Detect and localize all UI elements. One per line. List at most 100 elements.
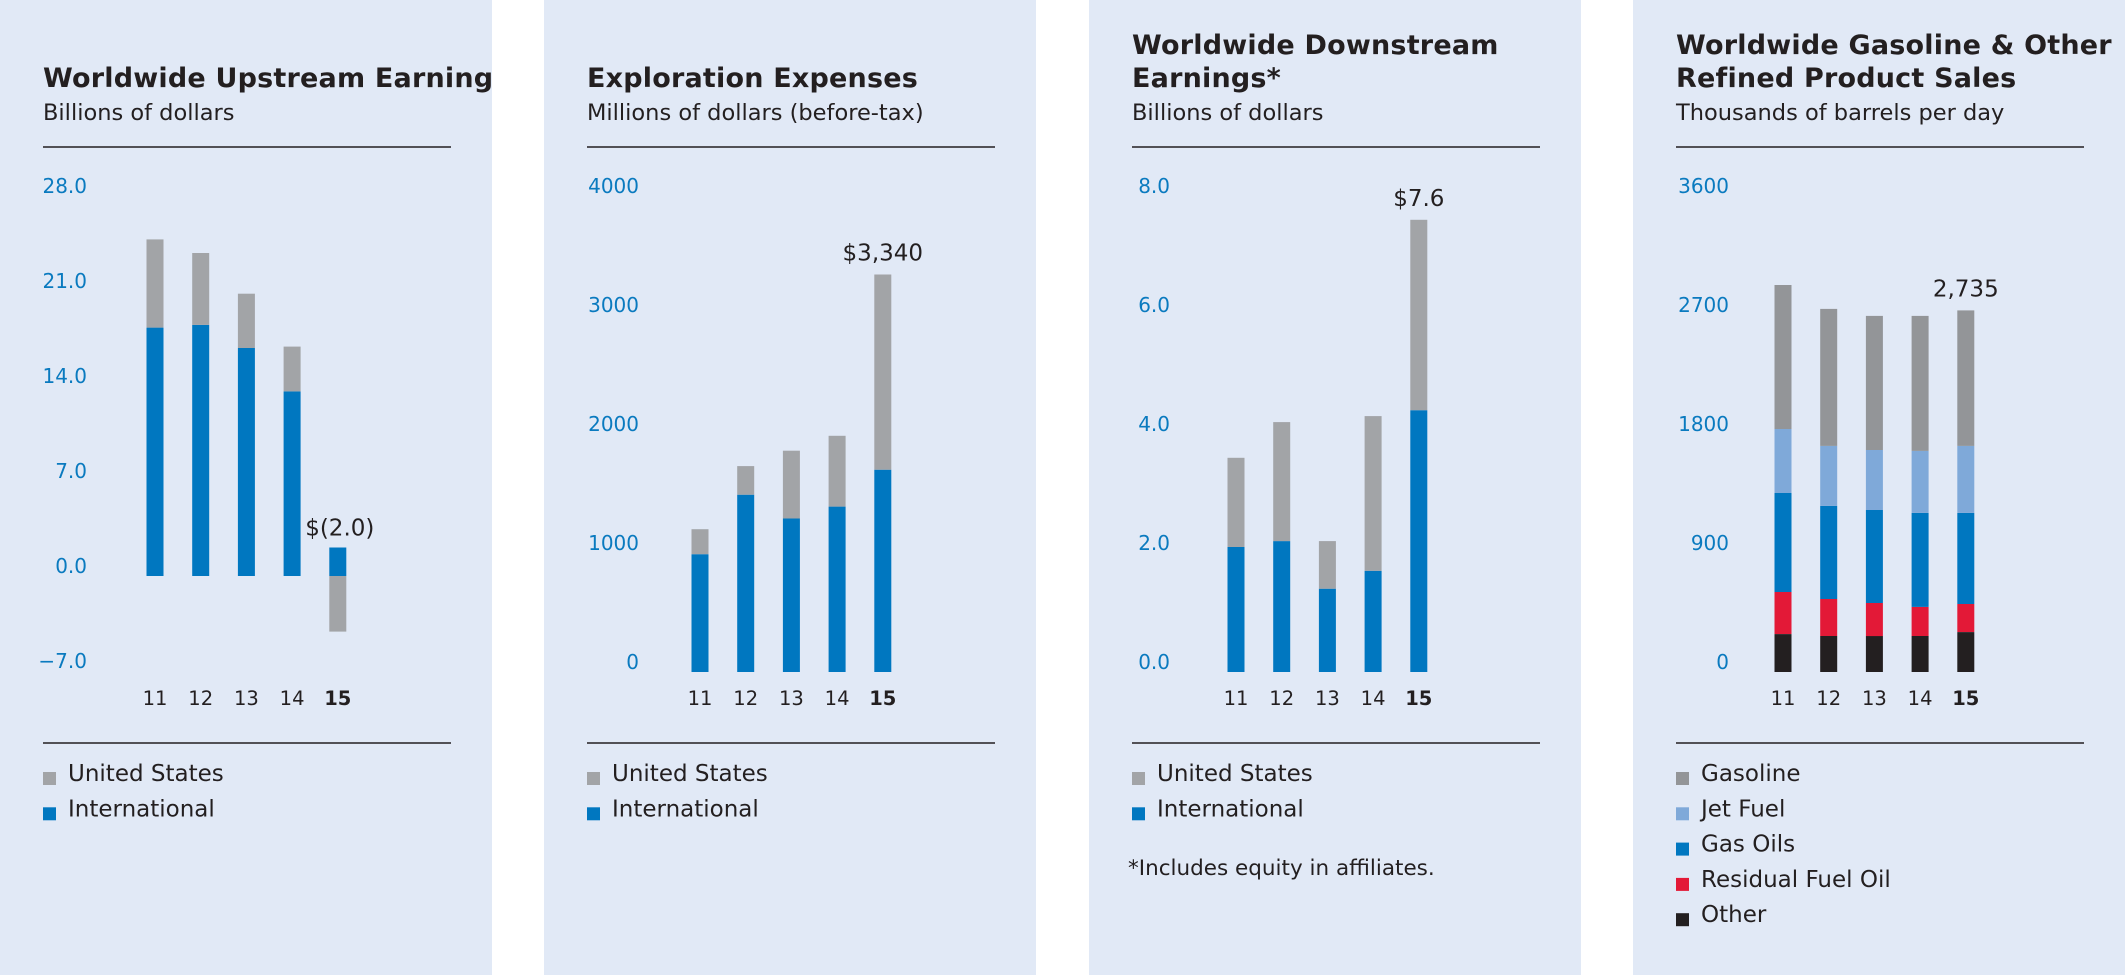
x-tick-label: 12 — [1816, 687, 1841, 710]
x-tick-label: 14 — [280, 687, 305, 710]
bar-segment-residual-fuel-oil-14 — [1911, 606, 1929, 636]
legend-label: Jet Fuel — [1699, 796, 1785, 822]
legend-label: United States — [612, 761, 768, 787]
legend-swatch-united-states — [1132, 772, 1145, 785]
bar-segment-gas-oils-13 — [1865, 510, 1883, 603]
chart-subtitle: Billions of dollars — [43, 100, 235, 126]
chart-title: Worldwide Downstream — [1132, 30, 1499, 61]
x-tick-label: 15 — [869, 687, 896, 710]
y-tick-label: 0.0 — [1138, 650, 1170, 674]
value-label: $(2.0) — [305, 516, 374, 542]
y-tick-label: 900 — [1691, 531, 1729, 555]
legend-label: United States — [1157, 761, 1313, 787]
bar-segment-international-11 — [691, 554, 709, 672]
bar-segment-gasoline-11 — [1774, 285, 1792, 429]
legend-swatch-international — [43, 807, 56, 821]
x-tick-label: 12 — [188, 687, 213, 710]
bar-segment-international-11 — [146, 327, 164, 576]
y-tick-label: 0 — [1716, 650, 1729, 674]
bar-segment-united-states-15 — [329, 576, 347, 632]
bar-segment-united-states-11 — [691, 529, 709, 555]
legend-label: Gasoline — [1701, 761, 1800, 787]
bar-segment-united-states-14 — [283, 346, 301, 392]
bar-segment-other-12 — [1820, 636, 1838, 672]
bar-segment-international-14 — [1364, 570, 1382, 672]
legend-label: International — [68, 796, 215, 822]
bar-segment-gasoline-15 — [1957, 310, 1975, 446]
value-label: 2,735 — [1933, 276, 1999, 302]
legend-swatch-international — [587, 807, 600, 821]
bar-segment-international-12 — [737, 494, 755, 672]
chart-subtitle: Thousands of barrels per day — [1675, 100, 2004, 126]
y-tick-label: 2700 — [1678, 293, 1729, 317]
bar-segment-international-14 — [283, 391, 301, 576]
legend-swatch-united-states — [587, 772, 600, 785]
y-tick-label: 8.0 — [1138, 174, 1170, 198]
footnote: *Includes equity in affiliates. — [1128, 856, 1435, 881]
y-tick-label: 3600 — [1678, 174, 1729, 198]
legend-swatch-united-states — [43, 772, 56, 785]
y-tick-label: 2.0 — [1138, 531, 1170, 555]
bar-segment-international-13 — [782, 518, 800, 672]
bar-segment-gas-oils-12 — [1820, 505, 1838, 599]
bar-segment-other-11 — [1774, 634, 1792, 672]
bar-segment-united-states-13 — [1318, 541, 1336, 589]
legend-label: United States — [68, 761, 224, 787]
bar-segment-united-states-11 — [146, 239, 164, 328]
bar-segment-jet-fuel-11 — [1774, 429, 1792, 493]
chart-upstream-earnings: Worldwide Upstream Earnings Billions of d… — [38, 63, 492, 822]
value-label: $3,340 — [843, 241, 923, 267]
bar-segment-united-states-14 — [1364, 416, 1382, 571]
legend-label: Residual Fuel Oil — [1701, 867, 1891, 893]
y-tick-label: 4.0 — [1138, 412, 1170, 436]
legend-swatch-international — [1132, 807, 1145, 821]
legend-label: Other — [1701, 902, 1767, 928]
bar-segment-gas-oils-15 — [1957, 512, 1975, 604]
bar-segment-international-15 — [329, 547, 347, 576]
chart-title: Worldwide Gasoline & Other — [1676, 30, 2112, 61]
chart-exploration-expenses: Exploration Expenses Millions of dollars … — [587, 63, 995, 822]
x-tick-label: 15 — [1405, 687, 1432, 710]
bar-segment-international-14 — [828, 506, 846, 672]
y-tick-label: 0 — [626, 650, 639, 674]
x-tick-label: 15 — [324, 687, 351, 710]
x-tick-label: 11 — [1224, 687, 1249, 710]
bar-segment-residual-fuel-oil-13 — [1865, 603, 1883, 637]
bar-segment-international-12 — [192, 324, 210, 576]
bar-segment-united-states-15 — [1410, 219, 1428, 411]
bar-segment-jet-fuel-15 — [1957, 445, 1975, 513]
bar-segment-international-13 — [1318, 588, 1336, 672]
x-tick-label: 14 — [1361, 687, 1386, 710]
legend-label: International — [612, 796, 759, 822]
x-tick-label: 14 — [825, 687, 850, 710]
y-tick-label: 1000 — [588, 531, 639, 555]
x-tick-label: 13 — [234, 687, 259, 710]
x-tick-label: 13 — [779, 687, 804, 710]
bar-segment-gas-oils-11 — [1774, 493, 1792, 592]
bar-segment-international-15 — [874, 469, 892, 672]
bar-segment-other-15 — [1957, 632, 1975, 672]
bar-segment-residual-fuel-oil-15 — [1957, 604, 1975, 632]
bar-segment-united-states-12 — [192, 253, 210, 325]
legend-swatch-gasoline — [1676, 772, 1689, 785]
legend-swatch-jet-fuel — [1676, 807, 1689, 821]
chart-panel-exploration-expenses: Exploration Expenses Millions of dollars … — [544, 0, 1036, 975]
x-tick-label: 11 — [143, 687, 168, 710]
bar-segment-gasoline-13 — [1865, 315, 1883, 450]
legend-swatch-other — [1676, 913, 1689, 927]
bar-segment-gas-oils-14 — [1911, 512, 1929, 607]
x-tick-label: 12 — [1269, 687, 1294, 710]
y-tick-label: 3000 — [588, 293, 639, 317]
bar-segment-jet-fuel-12 — [1820, 445, 1838, 506]
chart-panel-refined-product-sales: Worldwide Gasoline & Other Refined Produc… — [1633, 0, 2125, 975]
y-tick-label: 6.0 — [1138, 293, 1170, 317]
y-tick-label: 7.0 — [55, 459, 87, 483]
chart-title: Exploration Expenses — [587, 63, 918, 94]
bar-segment-gasoline-12 — [1820, 308, 1838, 446]
bar-segment-other-13 — [1865, 636, 1883, 672]
chart-title: Worldwide Upstream Earnings — [43, 63, 492, 94]
y-tick-label: 4000 — [588, 174, 639, 198]
bar-segment-international-12 — [1273, 541, 1291, 672]
y-tick-label: 28.0 — [42, 174, 87, 198]
chart-subtitle: Billions of dollars — [1132, 100, 1324, 126]
